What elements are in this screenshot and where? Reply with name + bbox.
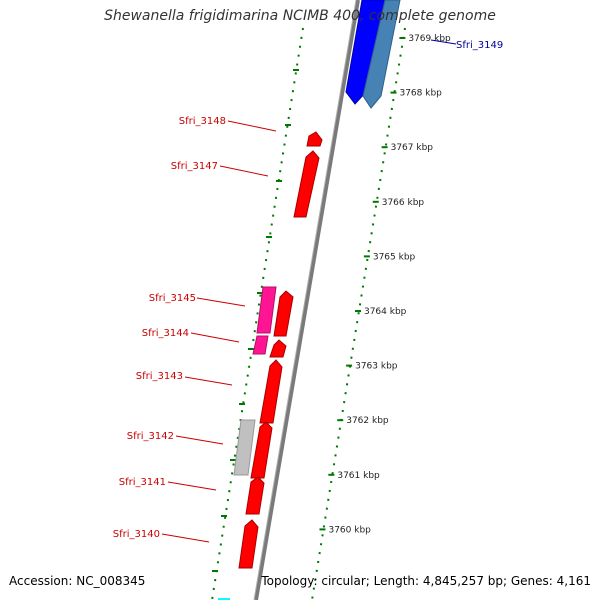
gene-label-sfri-3148[interactable]: Sfri_3148 bbox=[179, 116, 226, 127]
gene-label-sfri-3140[interactable]: Sfri_3140 bbox=[113, 529, 160, 540]
kbp-label: 3767 kbp bbox=[391, 143, 434, 153]
gene-sfri-3144-magenta bbox=[252, 335, 269, 355]
gene-sfri-3140 bbox=[238, 519, 259, 569]
kbp-scale: 3769 kbp 3768 kbp 3767 kbp 3766 kbp 3765 kbp… bbox=[319, 34, 451, 535]
kbp-label: 3768 kbp bbox=[399, 89, 442, 99]
accession-text: Accession: NC_008345 bbox=[9, 574, 146, 588]
gene-sfri-3142-grey bbox=[233, 419, 256, 476]
gene-label-sfri-3149[interactable]: Sfri_3149 bbox=[456, 40, 503, 51]
inner-track-ticks bbox=[212, 69, 299, 572]
kbp-label: 3763 kbp bbox=[355, 362, 398, 372]
kbp-label: 3764 kbp bbox=[364, 307, 407, 317]
kbp-label: 3761 kbp bbox=[337, 471, 380, 481]
outer-dotted-track bbox=[311, 27, 406, 600]
gene-label-sfri-3147[interactable]: Sfri_3147 bbox=[171, 161, 218, 172]
gene-label-sfri-3144[interactable]: Sfri_3144 bbox=[142, 328, 189, 339]
kbp-label: 3766 kbp bbox=[382, 198, 425, 208]
gene-sfri-3142 bbox=[250, 421, 273, 479]
gene-labels: Sfri_3149 Sfri_3148 Sfri_3147 Sfri_3145 Sfri… bbox=[113, 40, 503, 540]
callout-lines bbox=[161, 39, 457, 543]
gene-sfri-3145-magenta bbox=[256, 286, 277, 334]
inner-dotted-track bbox=[211, 27, 304, 600]
gene-sfri-3144 bbox=[269, 339, 287, 358]
kbp-label: 3765 kbp bbox=[373, 252, 416, 262]
forward-genes bbox=[218, 131, 323, 600]
topology-text: Topology: circular; Length: 4,845,257 bp… bbox=[261, 574, 591, 588]
gene-sfri-3141 bbox=[245, 476, 265, 515]
gene-label-sfri-3141[interactable]: Sfri_3141 bbox=[119, 477, 166, 488]
genome-backbone bbox=[254, 0, 360, 600]
gene-sfri-3149-steel bbox=[362, 0, 401, 109]
gene-label-sfri-3142[interactable]: Sfri_3142 bbox=[127, 431, 174, 442]
genome-backbone-highlight bbox=[253, 0, 357, 600]
kbp-label: 3762 kbp bbox=[346, 416, 389, 426]
gene-label-sfri-3143[interactable]: Sfri_3143 bbox=[136, 371, 183, 382]
gene-sfri-3147 bbox=[293, 150, 320, 218]
gene-sfri-3149-blue bbox=[345, 0, 386, 105]
kbp-label: 3769 kbp bbox=[408, 34, 451, 44]
gene-label-sfri-3145[interactable]: Sfri_3145 bbox=[149, 293, 196, 304]
reverse-genes bbox=[345, 0, 401, 109]
gene-sfri-3148 bbox=[306, 131, 323, 147]
gene-sfri-3143 bbox=[259, 359, 283, 424]
gene-sfri-3146 bbox=[273, 290, 294, 337]
kbp-label: 3760 kbp bbox=[328, 525, 371, 535]
map-title: Shewanella frigidimarina NCIMB 400, comp… bbox=[104, 8, 496, 24]
